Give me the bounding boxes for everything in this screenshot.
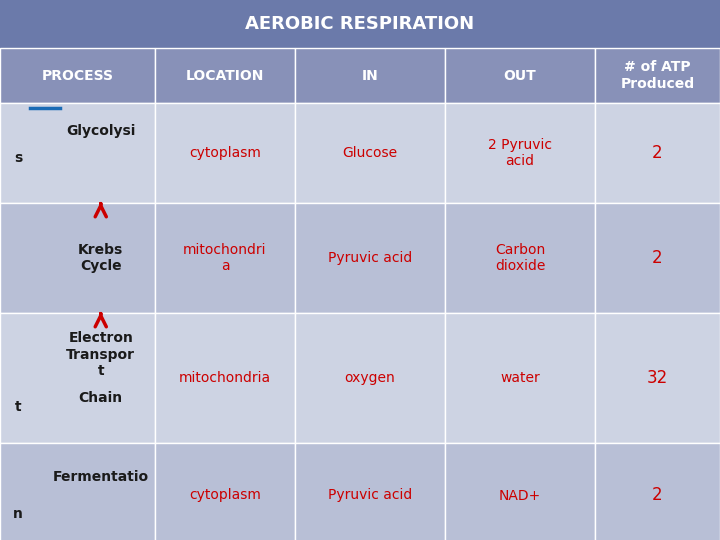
Bar xyxy=(0,103,155,203)
Bar xyxy=(0,203,155,313)
Bar xyxy=(155,313,295,443)
Bar xyxy=(445,203,595,313)
Text: Krebs
Cycle: Krebs Cycle xyxy=(78,243,123,273)
Bar xyxy=(155,48,295,103)
Text: Chain: Chain xyxy=(78,390,123,404)
Text: Electron
Transpor
t: Electron Transpor t xyxy=(66,332,135,378)
Bar xyxy=(295,48,445,103)
Text: mitochondria: mitochondria xyxy=(179,371,271,385)
Text: Pyruvic acid: Pyruvic acid xyxy=(328,489,412,503)
Bar xyxy=(295,103,445,203)
Text: water: water xyxy=(500,371,540,385)
Text: NAD+: NAD+ xyxy=(499,489,541,503)
Bar xyxy=(445,48,595,103)
Text: OUT: OUT xyxy=(503,69,536,83)
Text: IN: IN xyxy=(361,69,379,83)
Text: 2: 2 xyxy=(652,144,663,162)
Bar xyxy=(295,313,445,443)
Text: PROCESS: PROCESS xyxy=(42,69,114,83)
Text: s: s xyxy=(14,151,22,165)
Text: 2: 2 xyxy=(652,487,663,504)
Text: n: n xyxy=(13,508,23,522)
Bar xyxy=(155,443,295,540)
Text: oxygen: oxygen xyxy=(345,371,395,385)
Bar xyxy=(595,103,720,203)
Text: Fermentatio: Fermentatio xyxy=(53,470,149,484)
Bar xyxy=(595,48,720,103)
Bar xyxy=(0,0,720,48)
Bar xyxy=(295,443,445,540)
Bar xyxy=(595,313,720,443)
Bar xyxy=(295,203,445,313)
Text: Glycolysi: Glycolysi xyxy=(66,124,135,138)
Text: Glucose: Glucose xyxy=(343,146,397,160)
Bar xyxy=(445,313,595,443)
Text: mitochondri
a: mitochondri a xyxy=(184,243,266,273)
Bar xyxy=(0,48,155,103)
Bar xyxy=(0,443,155,540)
Bar xyxy=(155,103,295,203)
Text: Pyruvic acid: Pyruvic acid xyxy=(328,251,412,265)
Text: 2 Pyruvic
acid: 2 Pyruvic acid xyxy=(488,138,552,168)
Text: 32: 32 xyxy=(647,369,668,387)
Text: AEROBIC RESPIRATION: AEROBIC RESPIRATION xyxy=(246,15,474,33)
Bar xyxy=(445,443,595,540)
Bar xyxy=(0,313,155,443)
Bar xyxy=(445,103,595,203)
Text: cytoplasm: cytoplasm xyxy=(189,489,261,503)
Text: # of ATP
Produced: # of ATP Produced xyxy=(621,60,695,91)
Bar xyxy=(595,203,720,313)
Text: t: t xyxy=(14,400,22,414)
Bar xyxy=(155,203,295,313)
Text: cytoplasm: cytoplasm xyxy=(189,146,261,160)
Text: LOCATION: LOCATION xyxy=(186,69,264,83)
Bar xyxy=(595,443,720,540)
Text: 2: 2 xyxy=(652,249,663,267)
Text: Carbon
dioxide: Carbon dioxide xyxy=(495,243,545,273)
